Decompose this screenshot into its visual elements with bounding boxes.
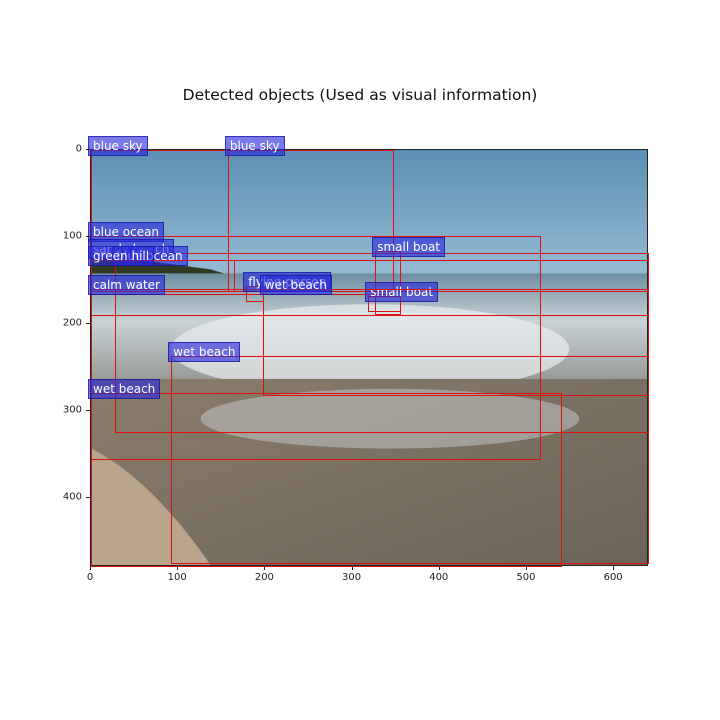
detection-box (91, 393, 562, 567)
x-tick-label: 300 (342, 572, 362, 583)
x-tick-mark (525, 566, 527, 570)
x-tick-mark (264, 566, 266, 570)
y-tick-mark (86, 235, 90, 237)
detection-label: small boat (372, 236, 446, 257)
x-tick-mark (351, 566, 353, 570)
x-tick-label: 200 (254, 572, 274, 583)
x-tick-label: 600 (603, 572, 623, 583)
detection-label: blue sky (88, 136, 148, 156)
detection-label: calm water (88, 275, 165, 295)
detection-box (91, 236, 541, 461)
y-tick-label: 100 (62, 230, 82, 242)
x-tick-label: 100 (167, 572, 187, 583)
y-tick-mark (86, 409, 90, 411)
y-tick-mark (86, 496, 90, 498)
x-tick-mark (613, 566, 615, 570)
detection-label: wet beach (168, 341, 241, 362)
detection-box (262, 289, 649, 396)
x-tick-label: 0 (86, 572, 94, 583)
detection-label: wet beach (259, 275, 333, 295)
detection-label: blue ocean (88, 222, 165, 242)
y-tick-label: 200 (62, 317, 82, 329)
figure-title: Detected objects (Used as visual informa… (182, 86, 538, 104)
y-tick-mark (86, 149, 90, 150)
y-tick-label: 300 (62, 404, 82, 416)
detection-label: wet beach (88, 379, 161, 400)
x-tick-mark (177, 566, 179, 570)
y-tick-mark (86, 322, 90, 324)
detection-label: green hill (88, 246, 155, 267)
detection-box (171, 355, 649, 564)
y-tick-label: 400 (62, 491, 82, 502)
x-tick-mark (438, 566, 440, 570)
detection-label: small boat (365, 281, 439, 302)
x-tick-label: 400 (429, 572, 449, 583)
x-tick-label: 500 (516, 572, 536, 583)
x-tick-mark (90, 566, 91, 570)
detection-label: blue sky (224, 136, 285, 156)
y-tick-label: 0 (75, 143, 82, 155)
